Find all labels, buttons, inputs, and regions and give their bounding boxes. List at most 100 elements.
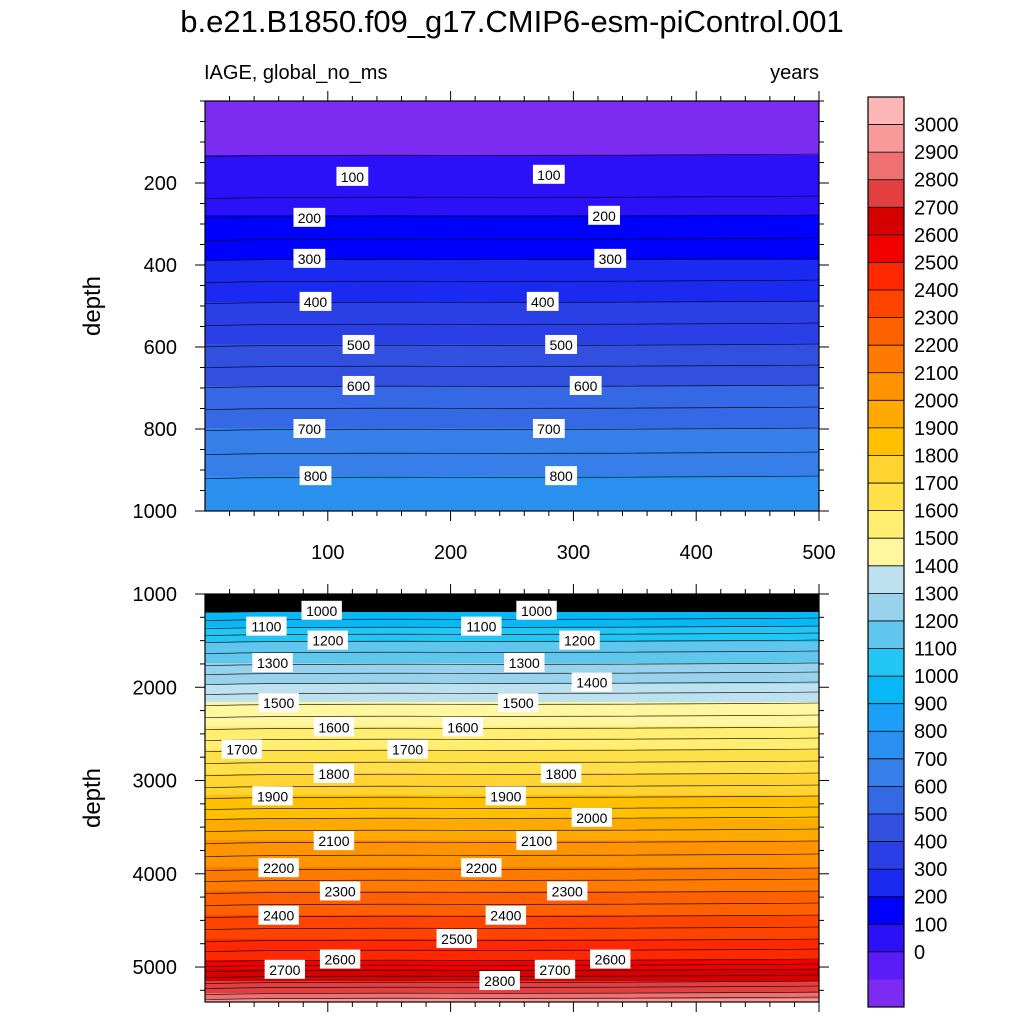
contour-label-box <box>293 207 326 227</box>
contour-line <box>204 816 820 820</box>
contour-label-box <box>516 600 557 620</box>
contour-band <box>205 651 819 655</box>
contour-label: 1800 <box>540 763 582 783</box>
contour-band <box>205 215 819 219</box>
contour-band <box>205 245 819 249</box>
contour-line <box>204 596 820 600</box>
contour-label: 800 <box>299 466 332 486</box>
chart-title: b.e21.B1850.f09_g17.CMIP6-esm-piControl.… <box>180 4 844 39</box>
colorbar-swatch <box>868 924 904 953</box>
colorbar-label: 1300 <box>914 583 959 605</box>
contour-band <box>205 344 819 348</box>
colorbar-label: 200 <box>914 887 947 909</box>
contour-band <box>205 212 819 216</box>
contour-band <box>205 945 819 949</box>
colorbar-swatch <box>868 152 904 181</box>
contour-band <box>205 837 819 841</box>
contour-band <box>205 509 819 512</box>
colorbar-swatch <box>868 483 904 511</box>
contour-labels-top: 100 100 200 200 300 300 400 400 500 500 600 600 700 7… <box>293 164 627 486</box>
contour-line <box>204 451 820 455</box>
contour-band <box>205 783 819 787</box>
contour-band <box>205 771 819 775</box>
contour-label-box <box>485 786 527 806</box>
contour-line <box>204 853 820 857</box>
y-tick-label: 400 <box>144 255 177 277</box>
contour-line <box>204 300 820 304</box>
x-tick-label: 200 <box>434 542 467 564</box>
contour-label: 300 <box>293 248 326 268</box>
colorbar-swatch <box>868 510 904 539</box>
colorbar-swatch <box>868 979 904 1008</box>
contour-line <box>204 606 820 610</box>
contour-band <box>205 690 819 694</box>
contour-label-box <box>442 717 484 737</box>
contour-label: 1000 <box>301 600 342 620</box>
colorbar-swatch <box>868 97 904 125</box>
contour-label-text: 1900 <box>257 788 288 804</box>
contour-band <box>205 627 819 631</box>
contour-band <box>205 467 819 471</box>
contour-band <box>205 161 819 165</box>
contour-label-box <box>594 248 627 268</box>
contour-line <box>204 681 820 685</box>
colorbar-swatch <box>868 676 904 704</box>
contour-band <box>205 188 819 192</box>
contour-label-text: 1300 <box>257 655 288 671</box>
colorbar-label: 1200 <box>914 611 959 633</box>
colorbar-label: 500 <box>914 804 947 826</box>
contour-band <box>205 410 819 414</box>
colorbar-swatch <box>868 262 904 291</box>
contour-label-text: 300 <box>298 251 322 267</box>
contour-band <box>205 464 819 468</box>
contour-panel-bottom: 1000 2000 3000 4000 5000 depth 1000 1000 1100 110… <box>79 584 829 1012</box>
colorbar-swatch <box>868 758 904 787</box>
contour-line <box>204 806 820 810</box>
contour-label: 2700 <box>534 959 576 979</box>
contour-label-box <box>436 929 477 949</box>
contour-label-text: 1700 <box>392 742 423 758</box>
contour-line <box>204 406 820 410</box>
contour-label: 500 <box>342 334 375 354</box>
contour-band <box>205 317 819 321</box>
contour-label-text: 2100 <box>318 833 349 849</box>
contour-label-text: 800 <box>304 468 328 484</box>
contour-line <box>204 760 820 764</box>
contour-label-text: 1500 <box>263 695 294 711</box>
contour-band <box>205 672 819 676</box>
contour-label: 1900 <box>252 786 293 806</box>
contour-band <box>205 753 819 757</box>
contour-band <box>205 762 819 766</box>
contour-line <box>204 840 820 844</box>
contour-band <box>205 476 819 480</box>
contour-band <box>205 413 819 417</box>
contour-line <box>204 890 820 894</box>
contour-band <box>205 323 819 327</box>
contour-band <box>205 287 819 291</box>
contour-line <box>204 475 820 479</box>
contour-label-text: 1700 <box>226 742 257 758</box>
contour-band <box>205 485 819 489</box>
contour-band <box>205 503 819 507</box>
contour-label-box <box>532 164 565 184</box>
contour-line <box>204 748 820 752</box>
units-label: years <box>770 62 819 84</box>
contour-label-box <box>258 905 299 925</box>
contour-label-text: 2400 <box>263 908 294 924</box>
contour-label: 2300 <box>547 881 588 901</box>
contour-label-box <box>313 763 355 783</box>
contour-band <box>205 642 819 646</box>
contour-line <box>204 600 820 604</box>
contour-band <box>205 320 819 324</box>
contour-band <box>205 494 819 498</box>
contour-band <box>205 681 819 685</box>
contour-band <box>205 263 819 267</box>
contour-band <box>205 260 819 264</box>
contour-band <box>205 203 819 207</box>
contour-band <box>205 239 819 243</box>
contour-band <box>205 422 819 426</box>
x-ticks-bottom <box>229 584 820 1012</box>
colorbar-label: 800 <box>914 721 947 743</box>
contour-band <box>205 834 819 838</box>
